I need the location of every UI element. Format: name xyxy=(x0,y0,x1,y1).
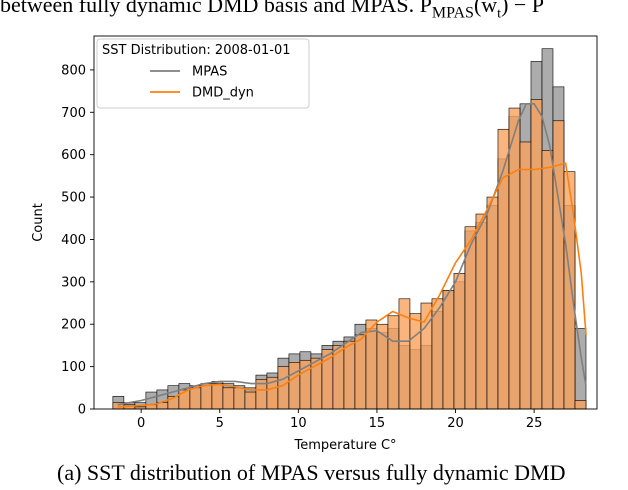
y-tick-label: 200 xyxy=(61,318,86,333)
y-axis-label: Count xyxy=(31,203,46,242)
histogram-bar-dmd-dyn xyxy=(233,387,246,410)
x-tick-label: 20 xyxy=(447,416,464,431)
histogram-bar-dmd-dyn xyxy=(244,391,257,410)
histogram-bar-dmd-dyn xyxy=(574,400,587,410)
histogram-bar-dmd-dyn xyxy=(508,107,521,410)
x-tick-label: 15 xyxy=(369,416,386,431)
histogram-bar-dmd-dyn xyxy=(486,196,499,410)
page-text-top: between fully dynamic DMD basis and MPAS… xyxy=(0,0,628,26)
histogram-bar-dmd-dyn xyxy=(211,383,224,410)
y-tick-label: 400 xyxy=(61,233,86,248)
y-tick-label: 0 xyxy=(78,403,86,418)
legend-label-dmd-dyn: DMD_dyn xyxy=(192,86,254,101)
y-tick-label: 800 xyxy=(61,63,86,78)
histogram-bar-dmd-dyn xyxy=(222,387,235,410)
histogram-bar-dmd-dyn xyxy=(563,171,576,410)
histogram-bar-dmd-dyn xyxy=(519,141,532,410)
plot-area: 0 5 10 15 20 25 0 100 200 300 400 500 600 700 800 Tempe… xyxy=(31,35,598,453)
y-tick-label: 700 xyxy=(61,106,86,121)
y-tick-label: 500 xyxy=(61,191,86,206)
axes-frame xyxy=(93,35,598,410)
y-tick-label: 100 xyxy=(61,360,86,375)
legend-label-mpas: MPAS xyxy=(192,65,227,80)
histogram-bar-dmd-dyn xyxy=(189,387,202,410)
legend-box xyxy=(96,38,310,109)
histogram-bar-dmd-dyn xyxy=(200,385,213,410)
kde-line-dmd-dyn xyxy=(117,162,587,408)
histogram-bar-dmd-dyn xyxy=(475,213,488,410)
x-tick-label: 5 xyxy=(216,416,224,431)
histogram-bar-dmd-dyn xyxy=(288,362,301,410)
top-caption-text: between fully dynamic DMD basis and MPAS… xyxy=(0,0,545,22)
histogram-bar-dmd-dyn xyxy=(277,366,290,410)
histogram-bar-dmd-dyn xyxy=(354,334,367,410)
histogram-bar-mpas xyxy=(574,328,587,410)
x-tick-label: 10 xyxy=(290,416,307,431)
x-tick-label: 25 xyxy=(526,416,543,431)
histogram-bar-dmd-dyn xyxy=(343,340,356,410)
histogram-bar-dmd-dyn xyxy=(541,150,554,410)
x-axis-label: Temperature C° xyxy=(293,438,396,453)
histogram-bar-dmd-dyn xyxy=(409,313,422,410)
figure-caption: (a) SST distribution of MPAS versus full… xyxy=(57,460,566,485)
y-tick-label: 300 xyxy=(61,275,86,290)
histogram-bar-dmd-dyn xyxy=(387,315,400,410)
y-tick-label: 600 xyxy=(61,148,86,163)
histogram-bar-dmd-dyn xyxy=(453,273,466,410)
histogram-bar-dmd-dyn xyxy=(442,290,455,410)
x-tick-label: 0 xyxy=(137,416,145,431)
legend: SST Distribution: 2008-01-01 MPAS DMD_dyn xyxy=(96,38,310,109)
kde-line-mpas xyxy=(117,103,587,406)
legend-title: SST Distribution: 2008-01-01 xyxy=(102,43,290,58)
histogram-bar-dmd-dyn xyxy=(530,99,543,410)
page-text-bottom: (a) SST distribution of MPAS versus full… xyxy=(0,460,628,490)
